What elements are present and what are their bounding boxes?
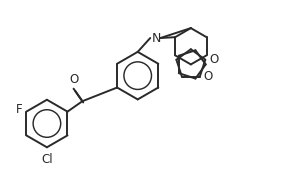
Text: Cl: Cl (41, 153, 53, 166)
Text: O: O (70, 73, 79, 86)
Text: O: O (209, 53, 219, 66)
Text: O: O (204, 70, 213, 83)
Text: F: F (16, 104, 22, 117)
Text: N: N (151, 31, 161, 45)
